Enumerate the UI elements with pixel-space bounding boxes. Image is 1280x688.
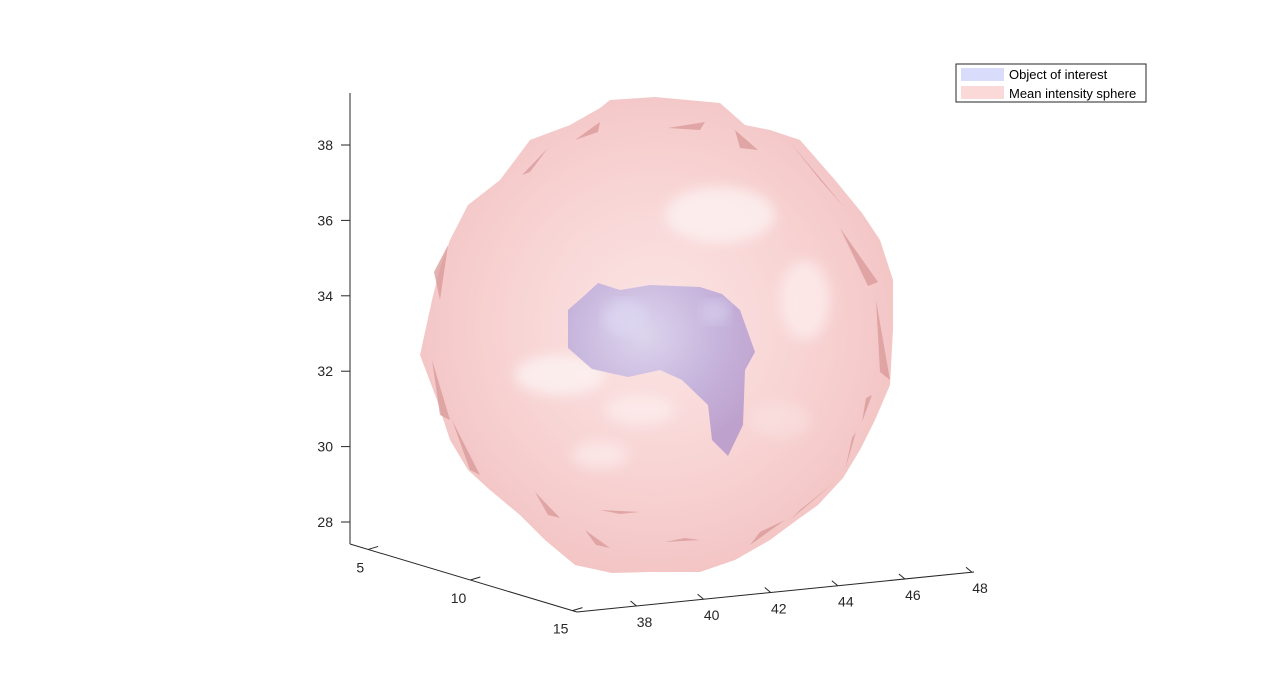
y-axis-ticks: 5 10 15 — [356, 545, 583, 637]
facet — [862, 395, 872, 422]
facet — [535, 492, 560, 518]
legend-label-mean-intensity-sphere: Mean intensity sphere — [1009, 86, 1136, 101]
facet — [790, 142, 845, 208]
x-tick-label: 38 — [637, 614, 653, 630]
object-highlight — [603, 300, 647, 336]
legend-swatch-mean-intensity-sphere — [961, 86, 1004, 99]
y-tick-label: 15 — [553, 621, 569, 637]
sphere-highlight — [750, 402, 810, 438]
sphere-highlight — [515, 355, 605, 395]
x-tick-label: 42 — [771, 600, 787, 616]
sphere-highlight — [572, 441, 628, 469]
sphere-highlight — [780, 260, 830, 340]
legend: Object of interest Mean intensity sphere — [955, 63, 1147, 103]
facet — [735, 130, 758, 150]
object-highlight — [700, 300, 730, 324]
facet — [876, 300, 890, 380]
facet — [840, 228, 878, 286]
facet — [434, 245, 448, 300]
z-axis-ticks: 28 30 32 34 36 38 — [317, 137, 350, 530]
x-tick — [697, 593, 704, 600]
axes — [349, 93, 975, 613]
facet — [790, 482, 835, 520]
facet — [845, 432, 856, 470]
x-tick — [764, 587, 772, 593]
z-tick-label: 36 — [317, 212, 333, 228]
z-tick-label: 38 — [317, 137, 333, 153]
facet — [600, 510, 640, 514]
z-tick-label: 34 — [317, 288, 333, 304]
series-object-of-interest — [568, 283, 755, 456]
sphere-highlight — [665, 187, 775, 243]
x-axis-ticks: 38 40 42 44 46 48 — [630, 566, 988, 630]
facet — [750, 520, 785, 545]
y-tick-label: 10 — [451, 590, 467, 606]
facet — [668, 122, 705, 130]
facet — [452, 420, 480, 475]
x-axis-line — [576, 571, 975, 613]
facet — [432, 360, 450, 420]
x-tick-label: 44 — [838, 594, 854, 610]
facet — [665, 538, 700, 542]
sphere-highlights — [515, 187, 830, 469]
y-tick-label: 5 — [356, 559, 364, 575]
x-tick-label: 46 — [905, 587, 921, 603]
facet — [585, 530, 610, 548]
x-tick-label: 40 — [704, 607, 720, 623]
z-tick-label: 32 — [317, 363, 333, 379]
x-tick — [965, 566, 973, 573]
x-tick — [898, 573, 906, 580]
y-tick — [572, 607, 583, 612]
x-tick — [831, 580, 839, 587]
facet — [575, 122, 600, 140]
y-tick — [470, 576, 481, 581]
z-tick-label: 30 — [317, 439, 333, 455]
legend-swatch-object-of-interest — [961, 68, 1004, 81]
legend-label-object-of-interest: Object of interest — [1009, 67, 1108, 82]
z-tick-label: 28 — [317, 514, 333, 530]
y-tick — [368, 545, 379, 550]
facet — [522, 148, 548, 175]
x-tick-label: 48 — [972, 580, 988, 596]
y-axis-line — [349, 543, 578, 613]
x-tick — [630, 600, 637, 607]
sphere-facets — [432, 122, 890, 548]
sphere-highlight — [605, 395, 675, 425]
